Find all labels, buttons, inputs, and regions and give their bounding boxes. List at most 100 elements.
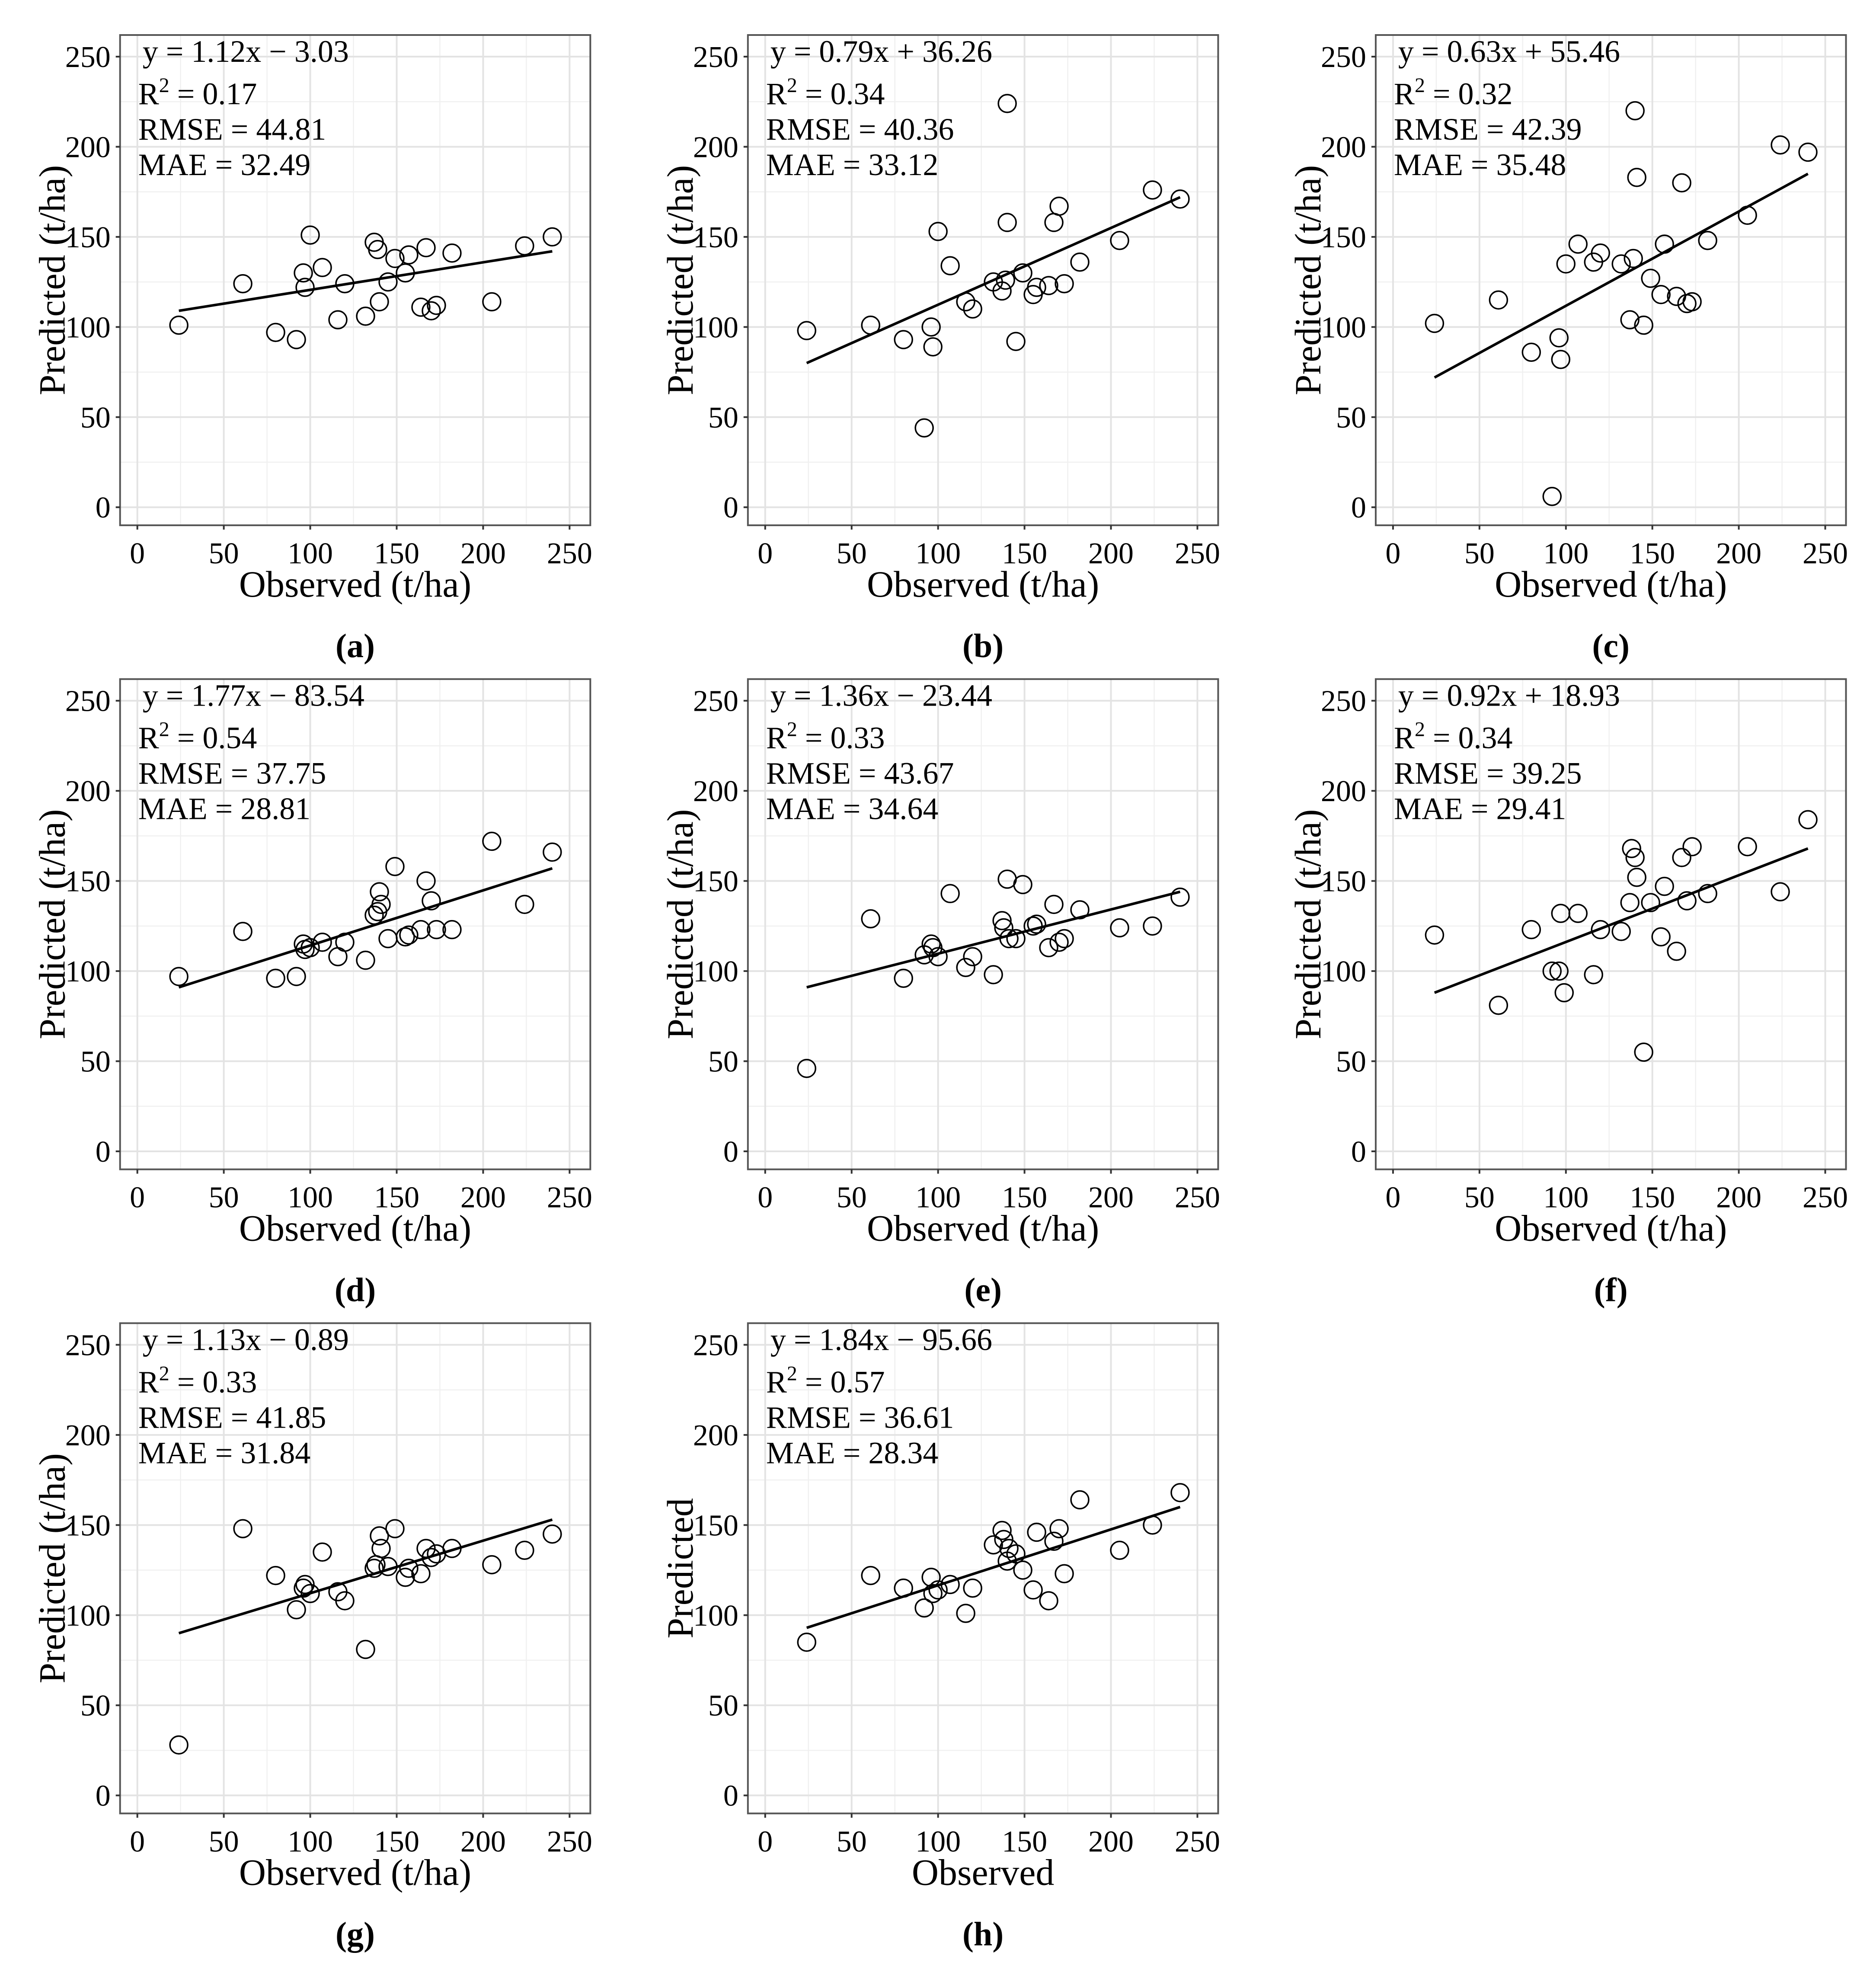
data-point: [422, 891, 441, 911]
data-point: [1655, 876, 1674, 896]
y-axis-label: Predicted: [659, 1498, 701, 1639]
data-point: [313, 258, 332, 278]
data-points: [1425, 101, 1818, 506]
x-tick-label: 250: [1175, 1825, 1220, 1858]
data-point: [543, 842, 562, 862]
data-point: [940, 884, 960, 904]
y-axis-label: Predicted (t/ha): [32, 809, 73, 1039]
data-point: [956, 292, 975, 312]
plot-background: [120, 35, 591, 525]
data-point: [999, 929, 1019, 949]
data-point: [1771, 135, 1790, 155]
data-point: [370, 882, 389, 901]
data-point: [984, 965, 1003, 984]
data-point: [295, 1575, 315, 1595]
x-tick-label: 100: [1543, 1181, 1588, 1214]
data-point: [442, 920, 462, 939]
data-point: [914, 418, 934, 438]
r-squared-label: R2 = 0.34: [1394, 718, 1513, 755]
r-squared-value: = 0.57: [797, 1364, 885, 1399]
data-point: [1667, 941, 1686, 961]
x-tick-label: 50: [1464, 537, 1495, 570]
data-point: [385, 1519, 405, 1538]
data-point: [411, 297, 431, 317]
plot-border: [119, 678, 591, 1170]
panel-label: (f): [1594, 1271, 1628, 1309]
data-point: [385, 249, 405, 268]
regression-equation: y = 1.36x − 23.44: [770, 678, 992, 713]
y-tick-label: 0: [1351, 491, 1366, 524]
x-tick-label: 100: [288, 1181, 333, 1214]
r-squared-value: = 0.33: [797, 721, 885, 755]
data-point: [914, 1598, 934, 1618]
data-point: [313, 1542, 332, 1562]
y-tick-label: 150: [693, 1509, 738, 1542]
data-point: [861, 315, 880, 335]
data-point: [1143, 1515, 1162, 1535]
regression-line: [806, 196, 1181, 364]
data-point: [956, 1604, 975, 1623]
data-point: [923, 1584, 943, 1604]
x-tick-label: 150: [374, 537, 419, 570]
data-point: [169, 315, 189, 335]
regression-line: [179, 250, 553, 312]
y-tick-label: 0: [723, 1780, 738, 1813]
y-tick-label: 250: [65, 1329, 111, 1362]
y-axis-label: Predicted (t/ha): [1287, 809, 1329, 1039]
r-squared-label: R2 = 0.17: [138, 74, 257, 111]
x-tick-label: 250: [547, 1825, 592, 1858]
data-point: [940, 256, 960, 275]
data-point: [994, 918, 1013, 938]
data-points: [797, 94, 1190, 438]
r-squared-exponent: 2: [1415, 74, 1425, 97]
data-point: [894, 1579, 913, 1598]
data-point: [422, 1548, 441, 1567]
data-point: [984, 1535, 1003, 1555]
data-point: [368, 240, 387, 259]
x-axis-label: Observed: [912, 1851, 1055, 1893]
data-point: [861, 1566, 880, 1585]
r-squared-label: R2 = 0.33: [766, 718, 885, 755]
y-tick-label: 50: [80, 1045, 111, 1079]
data-point: [335, 933, 355, 952]
r-squared-label: R2 = 0.34: [766, 74, 885, 111]
data-point: [1027, 914, 1046, 934]
regression-equation: y = 0.79x + 36.26: [770, 34, 992, 69]
data-point: [1070, 900, 1090, 920]
data-point: [1027, 278, 1046, 297]
data-point: [921, 934, 941, 954]
x-tick-label: 50: [837, 537, 867, 570]
plot-border: [119, 34, 591, 526]
y-tick-label: 250: [1321, 41, 1366, 74]
data-point: [515, 236, 534, 256]
data-point: [1027, 1522, 1046, 1542]
panel-a: 00 50 50 100 100 150 150 200 200 250 250 Observed (…: [32, 34, 592, 665]
y-tick-label: 200: [1321, 131, 1366, 164]
plot-border: [1374, 34, 1847, 526]
data-point: [1489, 996, 1508, 1015]
data-point: [1110, 918, 1129, 938]
r-squared-label: R2 = 0.54: [138, 718, 257, 755]
data-point: [396, 263, 415, 283]
rmse-label: RMSE = 37.75: [138, 756, 326, 791]
data-point: [1110, 230, 1129, 250]
data-point: [1556, 254, 1576, 274]
r-squared-exponent: 2: [787, 74, 797, 97]
data-point: [1549, 328, 1569, 348]
panel-e: 00 50 50 100 100 150 150 200 200 250 250 Observed (…: [659, 678, 1220, 1309]
data-point: [1622, 839, 1641, 858]
data-point: [266, 323, 285, 342]
y-tick-label: 200: [693, 131, 738, 164]
mae-label: MAE = 28.81: [138, 792, 311, 826]
regression-line: [178, 1518, 553, 1635]
rmse-label: RMSE = 41.85: [138, 1400, 326, 1435]
x-tick-label: 250: [1802, 1181, 1848, 1214]
x-tick-label: 100: [915, 1181, 961, 1214]
data-point: [1672, 848, 1691, 867]
x-axis-label: Observed (t/ha): [239, 1208, 471, 1249]
data-point: [1023, 916, 1043, 936]
data-point: [294, 263, 313, 283]
data-point: [1611, 254, 1631, 274]
data-point: [1006, 332, 1026, 351]
